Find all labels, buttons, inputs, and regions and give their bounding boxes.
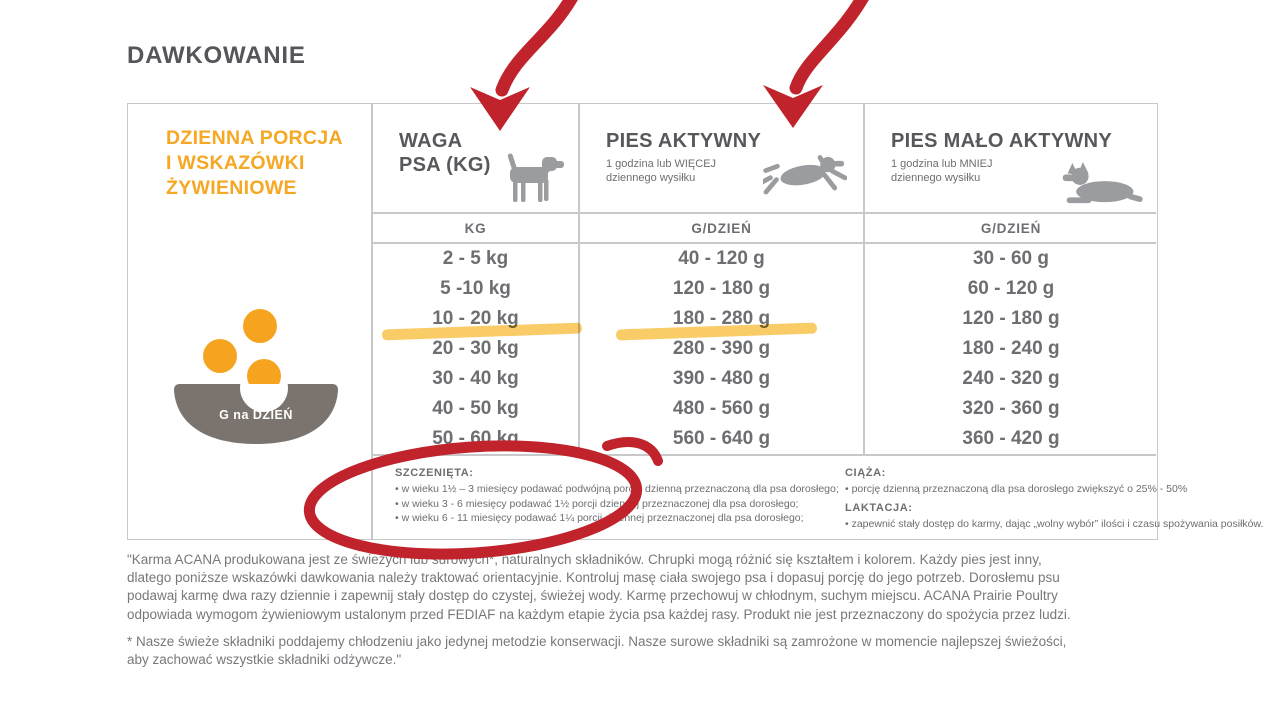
column-subtitle: 1 godzina lub WIĘCEJ dziennego wysiłku: [606, 158, 717, 184]
table-cell: 10 - 20 kg: [432, 308, 519, 329]
table-cell: 40 - 120 g: [678, 248, 765, 269]
kibble-icon: [243, 309, 277, 343]
pregnancy-bullet: porcję dzienną przeznaczoną dla psa doro…: [845, 482, 1263, 497]
grid-line: [578, 104, 580, 454]
weight-column: 2 - 5 kg 5 -10 kg 10 - 20 kg 20 - 30 kg …: [373, 244, 578, 454]
table-cell: 20 - 30 kg: [432, 338, 519, 359]
standing-dog-icon: [507, 153, 564, 202]
pregnancy-lactation-note: CIĄŻA: porcję dzienną przeznaczoną dla p…: [845, 467, 1263, 531]
lying-dog-icon: [1062, 162, 1143, 204]
header-dog-weight: WAGA PSA (KG): [373, 104, 578, 212]
portion-heading: DZIENNA PORCJA I WSKAZÓWKI ŻYWIENIOWE: [166, 127, 343, 199]
unit-header-gday-less: G/DZIEŃ: [980, 220, 1042, 236]
table-cell: 240 - 320 g: [962, 368, 1060, 389]
grid-line: [371, 104, 373, 539]
column-title: PIES MAŁO AKTYWNY: [891, 130, 1113, 152]
puppies-heading: SZCZENIĘTA:: [395, 467, 474, 479]
notes-row: SZCZENIĘTA: w wieku 1½ – 3 miesięcy poda…: [373, 456, 1263, 539]
table-cell: 180 - 240 g: [962, 338, 1060, 359]
page-title: DAWKOWANIE: [127, 42, 306, 69]
grid-line: [371, 242, 1156, 244]
table-cell: 50 - 60 kg: [432, 428, 519, 449]
bowl-label: G na DZIEŃ: [219, 407, 293, 422]
table-cell: 560 - 640 g: [672, 428, 771, 449]
header-less-active-dog: PIES MAŁO AKTYWNY 1 godzina lub MNIEJ dz…: [865, 104, 1157, 212]
kibble-icon: [203, 339, 237, 373]
lactation-bullet: zapewnić stały dostęp do karmy, dając „w…: [845, 517, 1264, 532]
table-cell: 390 - 480 g: [672, 368, 771, 389]
paragraph-line: odpowiada wymogom żywieniowym ustalonym …: [127, 606, 1071, 622]
grid-line: [863, 104, 865, 454]
running-dog-icon: [763, 155, 847, 195]
paragraph-line: podawaj karmę dwa razy dziennie i zapewn…: [127, 588, 1058, 604]
table-cell: 60 - 120 g: [967, 278, 1055, 299]
footer-paragraph-1: "Karma ACANA produkowana jest ze świeżyc…: [127, 551, 1071, 624]
column-subtitle: 1 godzina lub MNIEJ dziennego wysiłku: [891, 158, 993, 184]
puppies-bullet: w wieku 1½ – 3 miesięcy podawać podwójną…: [395, 482, 839, 497]
table-cell: 30 - 40 kg: [432, 368, 519, 389]
table-cell: 320 - 360 g: [962, 398, 1060, 419]
paragraph-line: dlatego poniższe wskazówki dawkowania na…: [127, 570, 1060, 586]
puppies-bullet: w wieku 6 - 11 miesięcy podawać 1¼ porcj…: [395, 511, 839, 526]
grid-line: [371, 454, 1156, 456]
red-arrow-left: [495, 0, 578, 97]
table-cell: 280 - 390 g: [672, 338, 771, 359]
puppies-bullet: w wieku 3 - 6 miesięcy podawać 1½ porcji…: [395, 497, 839, 512]
paragraph-line: aby zachować wszystkie składniki odżywcz…: [127, 652, 402, 668]
footer-paragraph-2: * Nasze świeże składniki poddajemy chłod…: [127, 633, 1066, 669]
bowl-shape: [174, 384, 338, 444]
puppies-note: SZCZENIĘTA: w wieku 1½ – 3 miesięcy poda…: [395, 467, 839, 526]
table-cell: 30 - 60 g: [972, 248, 1050, 269]
table-cell: 5 -10 kg: [440, 278, 511, 299]
table-cell: 120 - 180 g: [962, 308, 1060, 329]
table-cell: 180 - 280 g: [672, 308, 771, 329]
column-title: PIES AKTYWNY: [606, 130, 762, 152]
kibble-icon: [247, 359, 281, 384]
paragraph-line: * Nasze świeże składniki poddajemy chłod…: [127, 634, 1067, 649]
red-arrow-right: [789, 0, 869, 95]
table-cell: 360 - 420 g: [962, 428, 1060, 449]
active-portion-column: 40 - 120 g 120 - 180 g 180 - 280 g 280 -…: [580, 244, 863, 454]
column-title: WAGA PSA (KG): [399, 130, 491, 176]
grid-line: [371, 212, 1156, 214]
dosage-table: DZIENNA PORCJA I WSKAZÓWKI ŻYWIENIOWE G …: [127, 103, 1263, 540]
unit-header-kg: KG: [464, 220, 487, 236]
table-cell: 120 - 180 g: [672, 278, 771, 299]
header-active-dog: PIES AKTYWNY 1 godzina lub WIĘCEJ dzienn…: [580, 104, 863, 212]
lactation-heading: LAKTACJA:: [845, 501, 913, 514]
paragraph-line: "Karma ACANA produkowana jest ze świeżyc…: [127, 552, 1042, 567]
table-cell: 480 - 560 g: [672, 398, 771, 419]
table-cell: 40 - 50 kg: [432, 398, 519, 419]
table-cell: 2 - 5 kg: [442, 248, 509, 269]
bowl-icon: G na DZIEŃ: [174, 309, 338, 444]
unit-header-gday-active: G/DZIEŃ: [691, 220, 752, 236]
pregnancy-heading: CIĄŻA:: [845, 467, 886, 479]
less-active-portion-column: 30 - 60 g 60 - 120 g 120 - 180 g 180 - 2…: [865, 244, 1157, 454]
